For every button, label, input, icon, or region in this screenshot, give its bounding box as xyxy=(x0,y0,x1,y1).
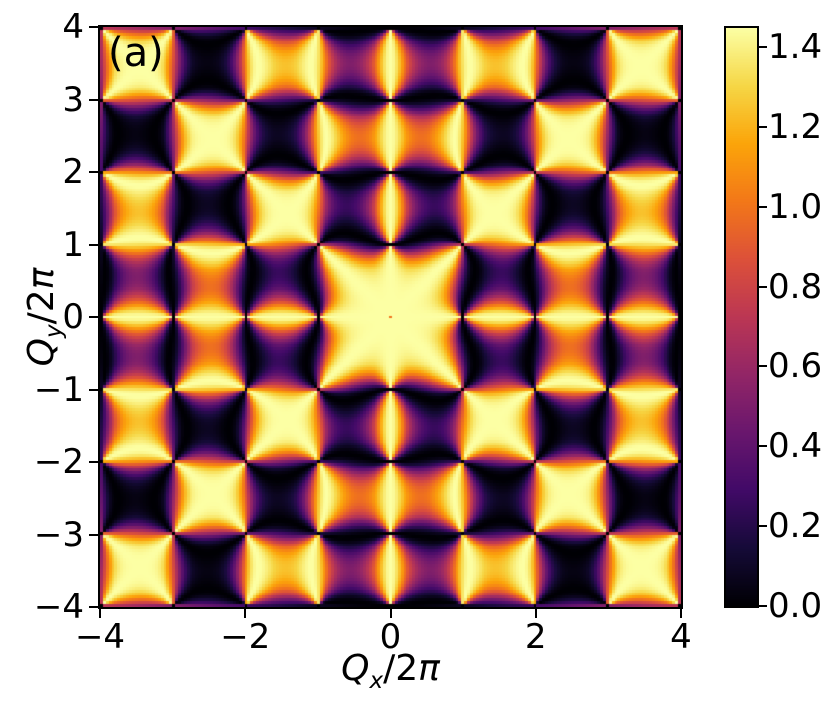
colorbar-tick-label: 0.8 xyxy=(768,266,823,307)
x-axis-label-subscript-wrap: x xyxy=(369,668,383,694)
y-axis-label-pi: π xyxy=(20,267,62,290)
colorbar-tick-mark xyxy=(759,46,767,48)
y-tick-mark xyxy=(89,606,98,608)
y-tick-label: −1 xyxy=(33,369,84,410)
y-tick-mark xyxy=(89,533,98,536)
y-tick-label: −2 xyxy=(33,442,84,482)
heatmap-canvas xyxy=(100,27,681,607)
y-axis-label-symbol: Q xyxy=(20,338,62,367)
x-axis-label: Qx/2π xyxy=(100,648,681,694)
y-tick-mark xyxy=(89,316,98,318)
y-tick-label: 2 xyxy=(62,152,84,192)
x-axis-label-divider: /2 xyxy=(383,648,419,689)
y-tick-mark xyxy=(89,388,98,391)
x-tick-mark xyxy=(389,609,392,618)
y-tick-label: 4 xyxy=(62,7,84,47)
colorbar-tick-label: 0.2 xyxy=(768,506,823,547)
colorbar-tick-label: 0.6 xyxy=(768,346,823,387)
x-tick-label: −4 xyxy=(74,617,126,657)
x-axis-label-symbol: Q xyxy=(341,648,370,689)
colorbar-tick-mark xyxy=(759,445,767,448)
y-tick-label: −3 xyxy=(33,514,84,555)
colorbar-gradient xyxy=(726,28,757,606)
colorbar-tick-mark xyxy=(759,285,767,288)
colorbar-tick-label: 1.4 xyxy=(768,27,823,67)
y-tick-mark xyxy=(89,26,98,28)
x-axis-label-subscript: x xyxy=(369,668,384,695)
x-tick-label: −2 xyxy=(220,617,271,657)
colorbar-tick-label: 1.0 xyxy=(768,186,823,227)
y-tick-label: −4 xyxy=(33,587,84,627)
colorbar-tick-mark xyxy=(759,205,767,208)
x-tick-label: 0 xyxy=(379,617,402,657)
colorbar-tick-mark xyxy=(759,605,767,607)
y-tick-mark xyxy=(89,461,98,463)
x-tick-mark xyxy=(99,609,101,618)
colorbar-tick-mark xyxy=(759,125,767,128)
colorbar-tick-label: 0.4 xyxy=(768,426,823,467)
y-tick-mark xyxy=(89,243,98,246)
colorbar-tick-mark xyxy=(759,525,767,528)
y-tick-label: 0 xyxy=(62,297,84,337)
y-tick-label: 3 xyxy=(62,79,84,120)
x-tick-mark xyxy=(680,609,682,618)
colorbar-tick-label: 1.2 xyxy=(768,106,823,147)
colorbar-tick-mark xyxy=(759,365,767,368)
x-axis-label-pi: π xyxy=(418,648,440,689)
x-tick-mark xyxy=(534,609,537,618)
y-tick-mark xyxy=(89,98,98,101)
x-tick-label: 4 xyxy=(670,617,692,657)
x-tick-label: 2 xyxy=(524,617,547,657)
colorbar-tick-label: 0.0 xyxy=(768,586,823,626)
x-tick-mark xyxy=(244,609,247,618)
y-tick-mark xyxy=(89,171,98,173)
y-tick-label: 1 xyxy=(62,224,84,265)
panel-label: (a) xyxy=(108,30,164,76)
